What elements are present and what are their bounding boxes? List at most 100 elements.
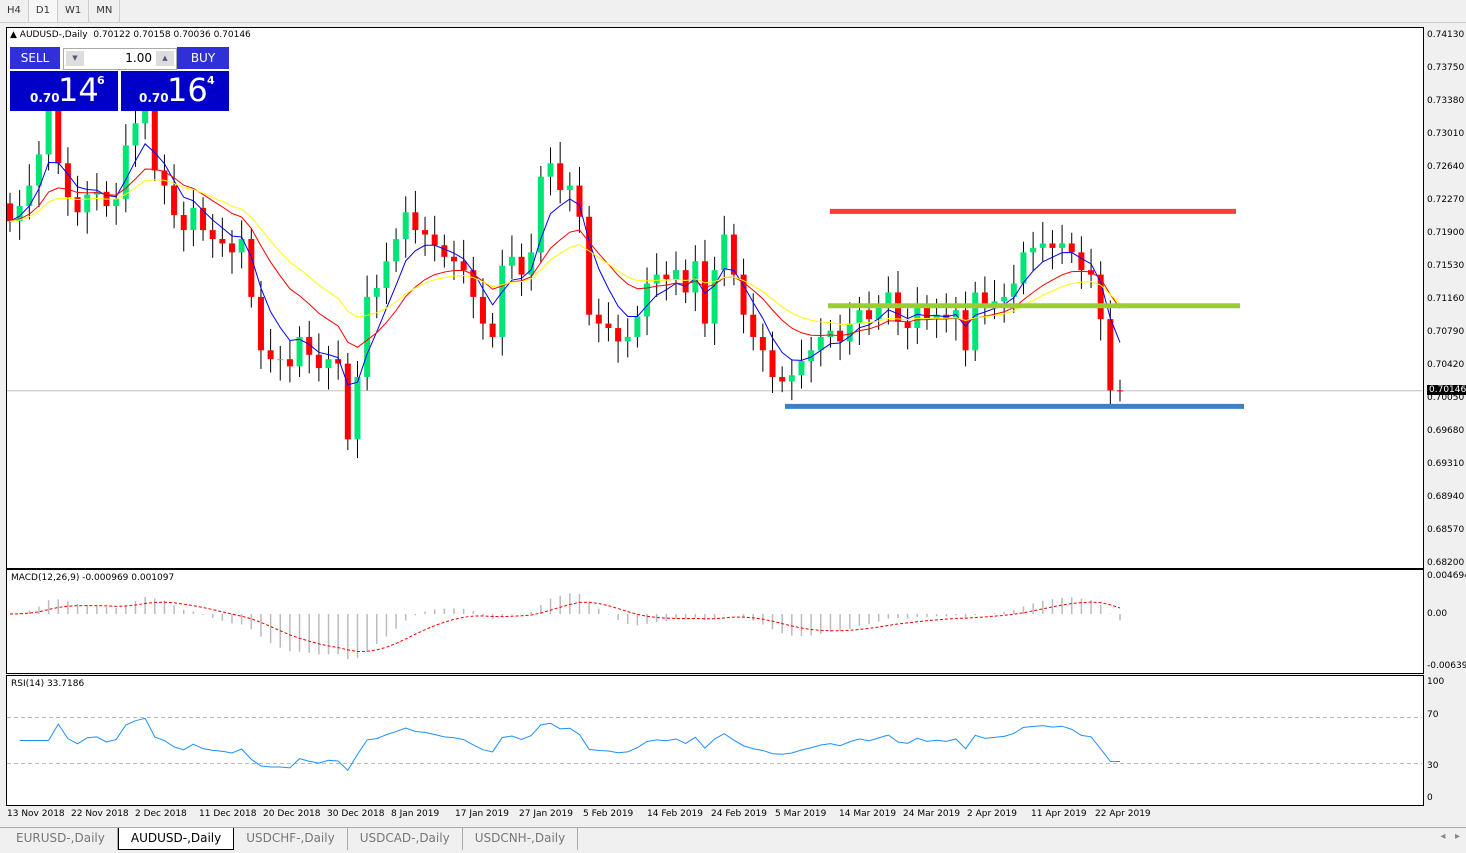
- candle-body: [354, 377, 361, 440]
- candle-body: [470, 270, 477, 297]
- buy-price[interactable]: 0.70 16 4: [121, 71, 229, 111]
- candle-body: [142, 109, 149, 124]
- candle-body: [663, 274, 670, 280]
- candle-body: [528, 252, 535, 275]
- candle-body: [248, 239, 255, 297]
- candle-body: [315, 354, 322, 369]
- tf-mn[interactable]: MN: [89, 0, 121, 22]
- candle-body: [1078, 252, 1085, 271]
- date-axis-label: 5 Mar 2019: [775, 809, 827, 819]
- date-axis-label: 22 Nov 2018: [71, 809, 129, 819]
- candle-body: [209, 230, 216, 240]
- candle-body: [402, 212, 409, 240]
- candle-body: [962, 310, 969, 351]
- candle-body: [866, 310, 873, 320]
- candle-body: [393, 239, 400, 262]
- candle-body: [64, 163, 71, 198]
- candle-body: [914, 305, 921, 329]
- tf-w1[interactable]: W1: [58, 0, 90, 22]
- tab-eurusd[interactable]: EURUSD-,Daily: [4, 828, 118, 850]
- tab-scroll-arrows-icon[interactable]: ◂ ▸: [1440, 831, 1460, 842]
- lot-value[interactable]: 1.00: [125, 51, 152, 65]
- candle-body: [1001, 296, 1008, 302]
- date-axis-label: 2 Dec 2018: [135, 809, 187, 819]
- candle-body: [1010, 283, 1017, 297]
- candle-body: [1117, 390, 1123, 392]
- chart-header: ▲ AUDUSD-,Daily 0.70122 0.70158 0.70036 …: [10, 30, 251, 40]
- buy-price-pips: 16: [167, 71, 208, 109]
- candle-body: [972, 292, 979, 351]
- candle-body: [644, 283, 651, 317]
- candle-body: [286, 359, 293, 367]
- date-axis-label: 13 Nov 2018: [7, 809, 65, 819]
- moving-average-line: [9, 143, 1121, 386]
- candle-body: [1107, 319, 1114, 391]
- tf-h4[interactable]: H4: [0, 0, 29, 22]
- sell-price[interactable]: 0.70 14 6: [10, 71, 118, 111]
- lot-increase-icon[interactable]: ▲: [156, 51, 174, 66]
- candle-body: [798, 360, 805, 376]
- candle-body: [634, 316, 641, 337]
- candle-body: [151, 109, 158, 171]
- chart-ohlc: 0.70122 0.70158 0.70036 0.70146: [93, 30, 251, 40]
- candle-body: [1059, 243, 1066, 248]
- candle-body: [383, 261, 390, 288]
- tf-d1[interactable]: D1: [28, 0, 58, 22]
- sell-button[interactable]: SELL: [10, 47, 60, 69]
- sell-price-pips: 14: [58, 71, 99, 109]
- candle-body: [576, 185, 583, 217]
- candle-body: [1068, 243, 1075, 253]
- tab-audusd[interactable]: AUDUSD-,Daily: [117, 828, 235, 850]
- price-axis-label: 0.71530: [1427, 261, 1465, 271]
- candle-body: [721, 234, 728, 271]
- price-axis-label: 0.74130: [1427, 30, 1465, 40]
- date-axis-label: 27 Jan 2019: [519, 809, 573, 819]
- macd-label: MACD(12,26,9) -0.000969 0.001097: [11, 573, 175, 583]
- buy-button[interactable]: BUY: [177, 47, 229, 69]
- tab-usdcnh[interactable]: USDCNH-,Daily: [463, 828, 579, 850]
- candle-body: [856, 310, 863, 324]
- price-axis-label: 0.71160: [1427, 294, 1465, 304]
- candle-body: [566, 185, 573, 191]
- candle-body: [479, 296, 486, 324]
- rsi-axis-30: 30: [1427, 761, 1439, 771]
- candle-body: [769, 350, 776, 378]
- candle-body: [875, 305, 882, 320]
- timeframe-toolbar: H4 D1 W1 MN: [0, 0, 1466, 23]
- candle-body: [16, 206, 23, 222]
- tab-usdchf[interactable]: USDCHF-,Daily: [234, 828, 348, 850]
- price-axis-label: 0.68570: [1427, 525, 1465, 535]
- date-axis-label: 11 Apr 2019: [1031, 809, 1087, 819]
- candle-body: [26, 185, 33, 207]
- candle-body: [412, 212, 419, 231]
- date-axis-label: 20 Dec 2018: [263, 809, 321, 819]
- price-axis-label: 0.69310: [1427, 459, 1465, 469]
- moving-average-line: [9, 168, 1121, 348]
- candle-body: [923, 305, 930, 320]
- candle-body: [537, 176, 544, 253]
- chart-symbol: AUDUSD-,Daily: [19, 30, 88, 40]
- candle-body: [84, 194, 91, 213]
- candle-body: [335, 359, 342, 364]
- lot-size-input[interactable]: ▼ 1.00 ▲: [63, 48, 177, 70]
- candle-body: [624, 336, 631, 342]
- lot-decrease-icon[interactable]: ▼: [66, 51, 84, 66]
- candle-body: [817, 336, 824, 351]
- candle-body: [460, 261, 467, 271]
- date-axis-label: 11 Dec 2018: [199, 809, 257, 819]
- tab-usdcad[interactable]: USDCAD-,Daily: [348, 828, 463, 850]
- price-axis-label: 0.73010: [1427, 129, 1465, 139]
- date-axis-label: 30 Dec 2018: [327, 809, 385, 819]
- rsi-pane[interactable]: [6, 675, 1424, 806]
- price-axis-label: 0.73750: [1427, 63, 1465, 73]
- candle-body: [557, 163, 564, 191]
- candle-body: [171, 185, 178, 215]
- candle-body: [306, 336, 313, 355]
- date-axis-label: 24 Feb 2019: [711, 809, 768, 819]
- candle-body: [364, 296, 371, 378]
- rsi-axis-0: 0: [1427, 793, 1433, 803]
- candle-body: [1049, 243, 1056, 248]
- date-axis-label: 22 Apr 2019: [1095, 809, 1151, 819]
- candle-body: [55, 109, 62, 164]
- candle-body: [344, 363, 351, 440]
